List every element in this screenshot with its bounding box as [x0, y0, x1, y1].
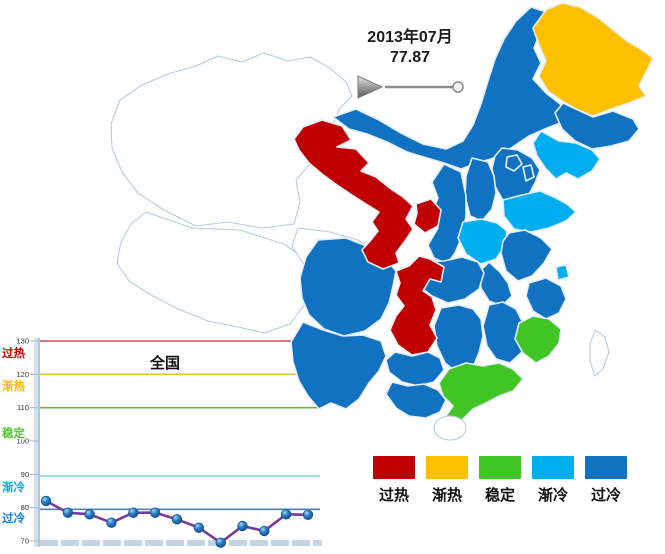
legend-item-3: 渐冷	[532, 456, 574, 505]
svg-text:稳定: 稳定	[2, 426, 25, 440]
svg-text:100: 100	[16, 437, 29, 446]
timeline-slider[interactable]	[350, 70, 470, 104]
svg-text:130: 130	[16, 337, 29, 346]
svg-text:渐热: 渐热	[2, 379, 25, 393]
svg-text:110: 110	[17, 403, 29, 412]
legend-item-1: 渐热	[426, 456, 468, 505]
province-guangxi[interactable]	[385, 381, 447, 419]
province-hunan[interactable]	[433, 304, 484, 374]
province-hainan[interactable]	[433, 415, 467, 441]
legend-swatch	[479, 456, 521, 479]
province-zhejiang[interactable]	[525, 277, 567, 320]
province-neimenggu[interactable]	[332, 6, 572, 170]
province-xizang[interactable]	[116, 211, 319, 334]
legend-item-4: 过冷	[585, 456, 627, 505]
y-axis-wall	[34, 338, 39, 547]
title-date: 2013年07月	[367, 29, 453, 46]
province-guizhou[interactable]	[385, 351, 445, 387]
province-yunnan[interactable]	[290, 321, 387, 410]
province-shanghai[interactable]	[555, 264, 570, 281]
province-tianjin[interactable]	[522, 164, 535, 182]
province-chongqing[interactable]	[389, 255, 445, 356]
legend-swatch	[373, 456, 415, 479]
province-xinjiang[interactable]	[110, 52, 353, 229]
map-legend: 过热 渐热 稳定 渐冷 过冷	[373, 456, 627, 505]
province-jiangsu[interactable]	[500, 229, 553, 282]
map-title: 2013年07月 77.87	[330, 28, 490, 68]
svg-text:90: 90	[21, 470, 29, 479]
slider-handle[interactable]	[452, 81, 464, 93]
legend-label: 稳定	[484, 487, 515, 504]
province-jiangxi[interactable]	[482, 301, 530, 364]
svg-text:80: 80	[21, 503, 29, 512]
province-liaoning[interactable]	[532, 130, 601, 180]
legend-label: 渐冷	[537, 487, 568, 504]
svg-text:120: 120	[16, 370, 29, 379]
legend-swatch	[532, 456, 574, 479]
threshold-lines	[40, 340, 320, 511]
play-button[interactable]	[357, 75, 384, 99]
province-guangdong[interactable]	[438, 362, 524, 427]
svg-text:渐冷: 渐冷	[2, 480, 25, 494]
legend-item-0: 过热	[373, 456, 415, 505]
province-heilongjiang[interactable]	[532, 2, 654, 117]
province-jilin[interactable]	[554, 102, 640, 150]
province-fujian[interactable]	[514, 315, 562, 364]
national-index-series	[40, 495, 314, 548]
y-axis-ticks: 130 120 110 100 90 80 70	[16, 337, 38, 546]
province-gansu[interactable]	[293, 119, 414, 270]
province-ningxia[interactable]	[413, 198, 442, 234]
legend-label: 渐热	[431, 487, 462, 504]
province-shandong[interactable]	[502, 190, 577, 233]
province-shanxi[interactable]	[464, 157, 497, 222]
legend-item-2: 稳定	[479, 456, 521, 505]
legend-swatch	[585, 456, 627, 479]
legend-swatch	[426, 456, 468, 479]
svg-text:过热: 过热	[2, 346, 25, 360]
legend-label: 过热	[378, 487, 409, 504]
province-beijing[interactable]	[505, 154, 523, 172]
svg-text:70: 70	[21, 537, 29, 546]
legend-label: 过冷	[590, 487, 621, 504]
title-index-value: 77.87	[389, 49, 431, 66]
province-taiwan[interactable]	[589, 329, 610, 377]
chart-title: 全国	[149, 354, 180, 372]
svg-text:过冷: 过冷	[2, 511, 25, 525]
